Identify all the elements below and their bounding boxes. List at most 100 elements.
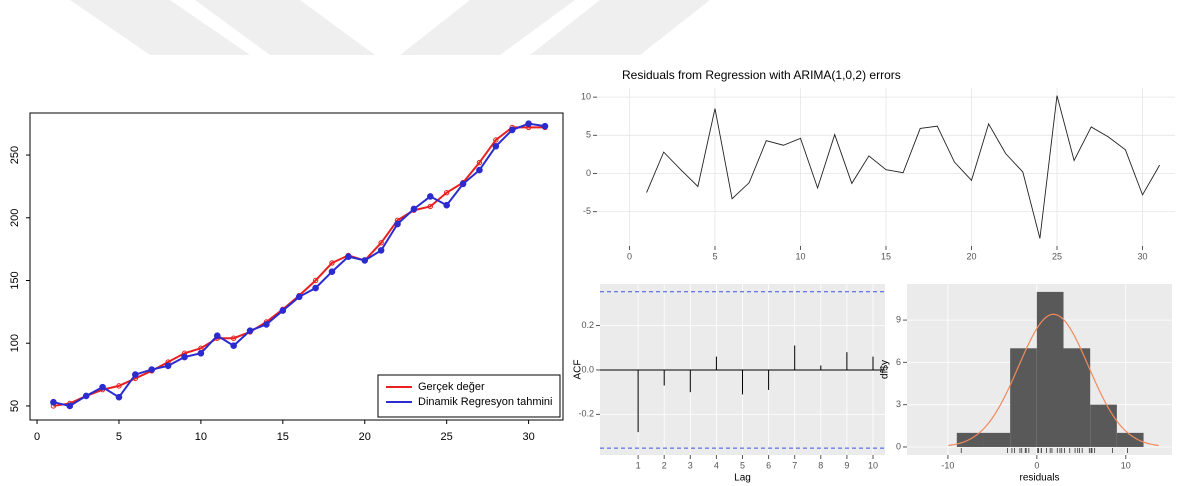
- x-axis-label: residuals: [1019, 473, 1059, 484]
- point: [443, 201, 450, 209]
- point: [115, 393, 123, 401]
- point: [263, 321, 270, 328]
- point: [476, 166, 483, 174]
- x-tick-label: 0: [34, 431, 40, 443]
- chart-title: Residuals from Regression with ARIMA(1,0…: [622, 68, 901, 82]
- x-tick-label: 0: [627, 251, 632, 261]
- y-tick-label: 10: [581, 92, 591, 102]
- histogram-bar: [983, 432, 1011, 447]
- panel: 1 2 3 4 5 6 7 8 9 10 -0.2 0.0 0.2 Lag ACF: [573, 284, 885, 484]
- point: [99, 383, 106, 391]
- x-tick-label: 8: [818, 460, 823, 470]
- point: [427, 203, 433, 210]
- point: [541, 122, 549, 130]
- point: [328, 268, 336, 276]
- x-tick-label: 15: [277, 431, 289, 443]
- x-tick-label: 15: [881, 251, 891, 261]
- panel: Residuals from Regression with ARIMA(1,0…: [581, 68, 1175, 261]
- point: [148, 366, 156, 373]
- y-tick-label: 150: [9, 271, 21, 289]
- histogram-bar: [1063, 348, 1091, 447]
- point: [230, 335, 237, 341]
- x-tick-label: 5: [712, 251, 717, 261]
- point: [312, 284, 319, 292]
- point: [295, 293, 303, 301]
- y-tick-label: 200: [9, 209, 21, 227]
- x-tick-label: 5: [116, 431, 122, 443]
- watermark-shape: [195, 0, 375, 55]
- histogram-bar: [956, 432, 984, 447]
- histogram-bar: [1010, 348, 1037, 447]
- panel: 0 5 10 15 20 25 30 50 100 150 200 250 Gerçek değer Di…: [9, 112, 564, 443]
- x-tick-label: 2: [662, 460, 667, 470]
- normal-curve: [948, 313, 1159, 447]
- point: [279, 307, 287, 314]
- point: [82, 392, 90, 400]
- y-tick-label: 0: [896, 441, 901, 451]
- y-tick-label: -5: [583, 206, 591, 216]
- y-tick-label: 250: [9, 146, 21, 164]
- x-tick-label: 10: [1121, 460, 1131, 470]
- y-tick-label: 100: [9, 334, 21, 352]
- watermark: [70, 0, 710, 55]
- point: [213, 332, 221, 339]
- histogram-bar: [1090, 404, 1117, 447]
- legend-label: Gerçek değer: [418, 381, 485, 393]
- point: [345, 253, 352, 260]
- point: [66, 402, 74, 410]
- point: [329, 260, 335, 266]
- x-tick-label: -10: [941, 460, 954, 470]
- point: [476, 159, 483, 166]
- legend-box: [377, 374, 561, 418]
- watermark-shape: [530, 0, 710, 55]
- y-tick-label: 9: [896, 314, 901, 324]
- x-tick-label: 9: [844, 460, 849, 470]
- x-tick-label: 4: [714, 460, 719, 470]
- y-tick-label: 5: [586, 130, 591, 140]
- point: [132, 371, 139, 378]
- x-tick-label: 25: [1052, 251, 1062, 261]
- x-tick-label: 20: [359, 431, 371, 443]
- y-tick-label: 0.2: [581, 320, 594, 330]
- x-tick-label: 0: [1034, 460, 1039, 470]
- point: [246, 327, 254, 334]
- point: [492, 142, 500, 150]
- point: [377, 247, 385, 254]
- y-tick-label: 6: [896, 357, 901, 367]
- y-tick-label: 3: [896, 399, 901, 409]
- y-tick-label: 0: [586, 168, 591, 178]
- histogram-bar: [1036, 291, 1064, 447]
- point: [361, 257, 369, 264]
- legend-label: Dinamik Regresyon tahmini: [418, 396, 553, 408]
- y-axis-label: ACF: [573, 360, 584, 380]
- x-tick-label: 5: [740, 460, 745, 470]
- point: [459, 180, 467, 188]
- x-axis-label: Lag: [734, 473, 751, 484]
- watermark-shape: [400, 0, 575, 55]
- point: [181, 353, 188, 361]
- y-tick-label: 0.0: [581, 364, 594, 374]
- panel: -10 0 10 0 3 6 9 residuals df$y: [880, 284, 1172, 484]
- point: [230, 342, 237, 350]
- x-tick-label: 30: [522, 431, 534, 443]
- point: [426, 193, 434, 200]
- point: [50, 398, 57, 406]
- point: [378, 240, 384, 246]
- x-tick-label: 7: [792, 460, 797, 470]
- x-tick-label: 25: [441, 431, 453, 443]
- point: [394, 220, 401, 228]
- y-tick-label: 50: [9, 400, 21, 412]
- x-tick-label: 1: [636, 460, 641, 470]
- x-tick-label: 3: [688, 460, 693, 470]
- y-tick-label: -0.2: [578, 409, 594, 419]
- watermark-shape: [70, 0, 250, 55]
- point: [493, 137, 499, 143]
- plot-area: [29, 112, 564, 421]
- point: [312, 277, 319, 284]
- point: [525, 120, 532, 127]
- point: [116, 383, 122, 389]
- point: [410, 205, 418, 213]
- x-tick-label: 10: [795, 251, 805, 261]
- x-tick-label: 10: [868, 460, 878, 470]
